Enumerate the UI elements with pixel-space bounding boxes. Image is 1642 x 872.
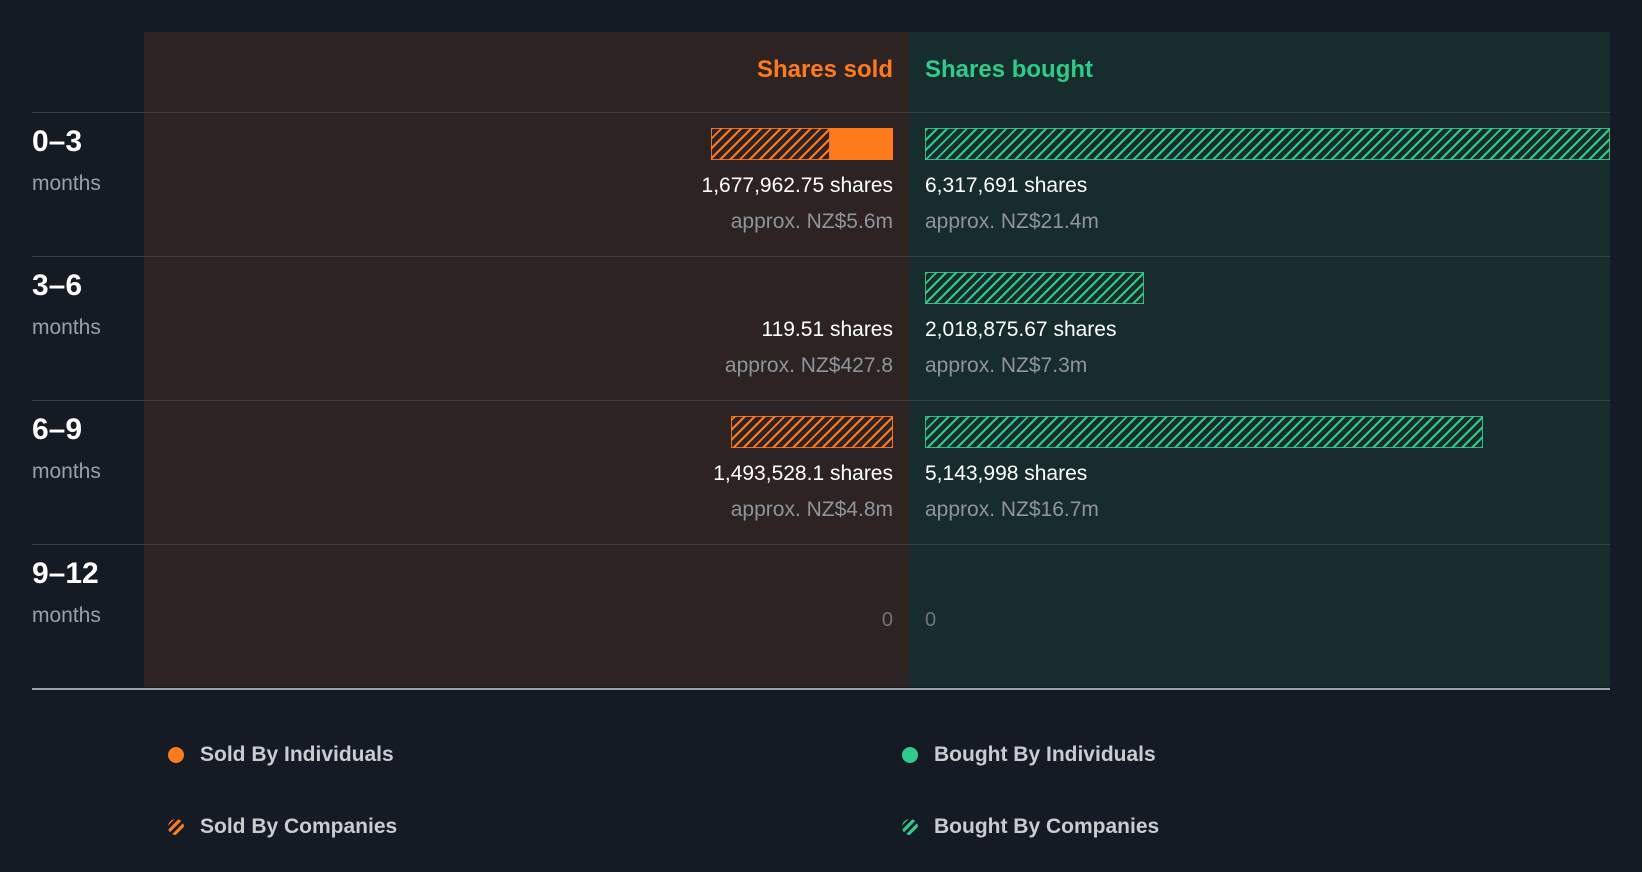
period-label: 3–6: [32, 269, 83, 302]
legend-item: Bought By Companies: [902, 812, 1159, 842]
sold-column-title: Shares sold: [756, 56, 893, 83]
legend-item: Sold By Individuals: [168, 740, 394, 770]
row-divider: [32, 544, 1610, 545]
row-divider: [32, 112, 1610, 113]
swatch-dot-icon: [168, 747, 184, 763]
sold-approx-value: approx. NZ$427.8: [724, 354, 893, 377]
bought-shares-value: 0: [925, 609, 937, 631]
row-divider: [32, 688, 1610, 690]
period-label: 0–3: [32, 125, 83, 158]
row-divider: [32, 400, 1610, 401]
bought-shares-value: 6,317,691 shares: [925, 174, 1088, 197]
bought-companies-bar: [925, 128, 1610, 160]
sold-individuals-bar: [829, 128, 893, 160]
legend-label: Sold By Individuals: [200, 743, 394, 766]
legend-item: Bought By Individuals: [902, 740, 1156, 770]
sold-approx-value: approx. NZ$5.6m: [730, 210, 893, 233]
period-unit-label: months: [32, 460, 101, 483]
bought-approx-value: approx. NZ$16.7m: [925, 498, 1099, 521]
bought-companies-bar: [925, 416, 1483, 448]
bought-companies-bar: [925, 272, 1144, 304]
legend-label: Sold By Companies: [200, 815, 398, 838]
sold-shares-value: 1,493,528.1 shares: [713, 462, 893, 485]
bought-approx-value: approx. NZ$7.3m: [925, 354, 1088, 377]
sold-shares-value: 119.51 shares: [761, 318, 893, 341]
hatched-swatch-icon: [168, 819, 184, 835]
row-divider: [32, 256, 1610, 257]
period-unit-label: months: [32, 316, 101, 339]
bought-column-title: Shares bought: [925, 56, 1094, 83]
legend-item: Sold By Companies: [168, 812, 397, 842]
period-unit-label: months: [32, 172, 101, 195]
sold-companies-bar: [731, 416, 893, 448]
bought-approx-value: approx. NZ$21.4m: [925, 210, 1099, 233]
sold-shares-value: 1,677,962.75 shares: [701, 174, 893, 197]
bought-shares-value: 5,143,998 shares: [925, 462, 1088, 485]
swatch-dot-icon: [902, 747, 918, 763]
sold-companies-bar: [711, 128, 830, 160]
sold-shares-value: 0: [881, 609, 893, 631]
period-unit-label: months: [32, 604, 101, 627]
legend-label: Bought By Individuals: [934, 743, 1156, 766]
legend-label: Bought By Companies: [934, 815, 1160, 838]
bought-shares-value: 2,018,875.67 shares: [925, 318, 1117, 341]
sold-approx-value: approx. NZ$4.8m: [730, 498, 893, 521]
period-label: 9–12: [32, 557, 99, 590]
period-label: 6–9: [32, 413, 83, 446]
hatched-swatch-icon: [902, 819, 918, 835]
